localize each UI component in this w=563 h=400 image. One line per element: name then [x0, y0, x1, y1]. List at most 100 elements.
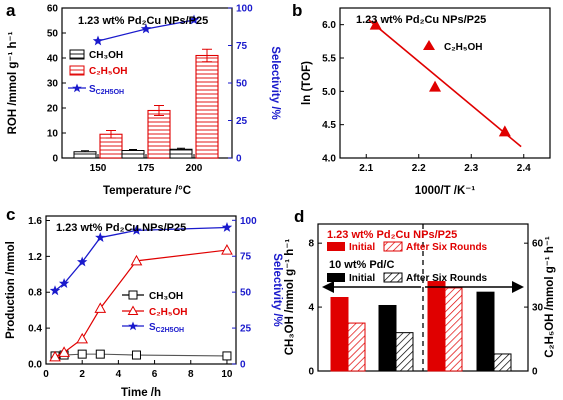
c-y2tick-label: 25 — [240, 324, 252, 335]
legend-d-black-after-swatch — [383, 272, 403, 283]
panel-d-right-arrow-head — [512, 281, 524, 293]
panel-a-y2label: Selectivity /% — [269, 46, 281, 120]
legend-c-sel-marker — [128, 321, 138, 331]
legend-c-ch3oh-label: CH₃OH — [149, 291, 183, 302]
a-xtick-label: 200 — [186, 163, 203, 174]
b-ytick-label: 4.0 — [322, 154, 336, 165]
panel-label-b: b — [292, 1, 302, 20]
panel-c-title: 1.23 wt% Pd₂Cu NPs/P25 — [56, 222, 186, 234]
panel-a-xlabel: Temperature /°C — [103, 185, 191, 197]
panel-b-xlabel: 1000/T /K⁻¹ — [415, 185, 476, 197]
panel-b-frame — [339, 7, 551, 159]
b-ytick-label: 5.0 — [322, 87, 336, 98]
c-xtick-label: 6 — [152, 369, 158, 380]
panel-label-c: c — [6, 205, 15, 224]
a-bar-ch3oh — [73, 151, 97, 159]
a-point-selectivity — [188, 14, 200, 25]
panel-c-frame — [45, 215, 237, 365]
panel-d-marks: 0 4 8 0 30 60 — [308, 239, 543, 378]
c-point-c2h5oh — [130, 254, 143, 266]
c-line-selectivity — [54, 226, 227, 292]
c-point-selectivity — [95, 232, 106, 242]
a-bar-ch3oh — [121, 150, 145, 159]
c-xtick-label: 0 — [43, 369, 49, 380]
d-y2tick-label: 0 — [532, 367, 538, 378]
c-point-selectivity — [221, 222, 233, 232]
b-ytick-label: 5.5 — [322, 54, 336, 65]
panel-label-a: a — [6, 1, 16, 20]
panel-d-y2label: C₂H₅OH /mmol g⁻¹ h⁻¹ — [544, 236, 556, 358]
a-xtick-label: 175 — [138, 163, 155, 174]
a-point-selectivity — [92, 35, 104, 46]
panel-d-subtitle: 10 wt% Pd/C — [329, 259, 394, 271]
legend-d-red-after-label: After Six Rounds — [406, 242, 488, 253]
legend-a-ch3oh-swatch — [69, 49, 85, 60]
c-point-c2h5oh — [76, 332, 89, 344]
legend-d-red-initial-swatch — [327, 242, 345, 251]
panel-b-marks: 4.0 4.5 5.0 5.5 6.0 2.1 2.2 2.3 2.4 — [322, 18, 531, 174]
legend-a-c2h5oh-swatch — [69, 65, 85, 76]
c-xtick-label: 4 — [116, 369, 122, 380]
a-bar-ch3oh — [169, 148, 193, 159]
a-ytick-label: 20 — [47, 104, 59, 115]
b-point-c2h5oh — [369, 18, 382, 30]
b-point-c2h5oh — [498, 125, 511, 137]
d-y2tick-label: 60 — [532, 239, 544, 250]
legend-c-sel-label: SC2H5OH — [149, 322, 184, 334]
panel-a-marks: 0 10 20 30 40 50 60 0 25 50 75 100 150 175 200 — [47, 4, 253, 175]
c-point-selectivity — [49, 285, 61, 296]
panel-c: 0.0 0.4 0.8 1.2 1.6 0 25 50 75 100 0 2 4 6 8 10 1.23 wt… — [5, 215, 283, 399]
a-bar-c2h5oh — [147, 109, 171, 159]
c-point-selectivity — [58, 278, 70, 288]
c-point-c2h5oh — [58, 346, 70, 357]
legend-b-label: C₂H₅OH — [444, 42, 482, 53]
c-point-selectivity — [131, 224, 142, 235]
c-y2tick-label: 75 — [240, 252, 252, 263]
c-point-ch3oh — [77, 349, 87, 359]
legend-d-red-initial-label: Initial — [349, 242, 375, 253]
c-ytick-label: 1.2 — [28, 252, 42, 263]
b-fit-line — [368, 19, 522, 148]
a-ytick-label: 40 — [47, 54, 59, 65]
c-point-ch3oh — [222, 351, 232, 361]
panel-a-ylabel: ROH /mmol g⁻¹ h⁻¹ — [7, 31, 19, 134]
a-ytick-label: 60 — [47, 4, 59, 15]
c-y2tick-label: 50 — [240, 288, 252, 299]
d-bar-c2h5oh — [493, 353, 512, 372]
panel-b-ylabel: ln (TOF) — [301, 61, 313, 105]
c-ytick-label: 0.0 — [28, 360, 42, 371]
d-ytick-label: 4 — [308, 303, 314, 314]
b-xtick-label: 2.3 — [464, 163, 478, 174]
c-ytick-label: 0.8 — [28, 288, 42, 299]
a-y2tick-label: 0 — [236, 154, 242, 165]
panel-d-left-arrow-head — [322, 281, 334, 293]
c-y2tick-label: 100 — [240, 216, 257, 227]
legend-c-c2h5oh-marker — [127, 305, 139, 315]
c-xtick-label: 8 — [188, 369, 194, 380]
c-point-c2h5oh — [49, 350, 61, 362]
panel-c-ylabel: Production /mmol — [5, 241, 17, 339]
b-point-c2h5oh — [429, 80, 442, 92]
a-ytick-label: 30 — [47, 79, 59, 90]
d-bar-ch3oh — [378, 304, 397, 372]
panel-c-xlabel: Time /h — [121, 387, 161, 399]
panel-b: 4.0 4.5 5.0 5.5 6.0 2.1 2.2 2.3 2.4 1.23 wt% Pd₂… — [301, 7, 551, 197]
d-bar-ch3oh — [395, 332, 414, 372]
d-y2tick-label: 30 — [532, 303, 544, 314]
a-point-selectivity — [140, 23, 152, 34]
c-ytick-label: 0.4 — [28, 324, 42, 335]
a-bar-c2h5oh — [195, 54, 219, 159]
c-point-c2h5oh — [94, 302, 107, 313]
legend-d-black-initial-label: Initial — [349, 273, 375, 284]
d-bar-c2h5oh — [444, 287, 463, 372]
b-xtick-label: 2.1 — [359, 163, 373, 174]
d-bar-ch3oh — [347, 322, 366, 372]
b-ytick-label: 4.5 — [322, 120, 336, 131]
c-ytick-label: 1.6 — [28, 216, 42, 227]
a-y2tick-label: 25 — [236, 116, 248, 127]
panel-c-y2label: Selectivity /% — [271, 253, 283, 327]
panel-b-title: 1.23 wt% Pd₂Cu NPs/P25 — [356, 14, 486, 26]
c-xtick-label: 10 — [221, 369, 233, 380]
